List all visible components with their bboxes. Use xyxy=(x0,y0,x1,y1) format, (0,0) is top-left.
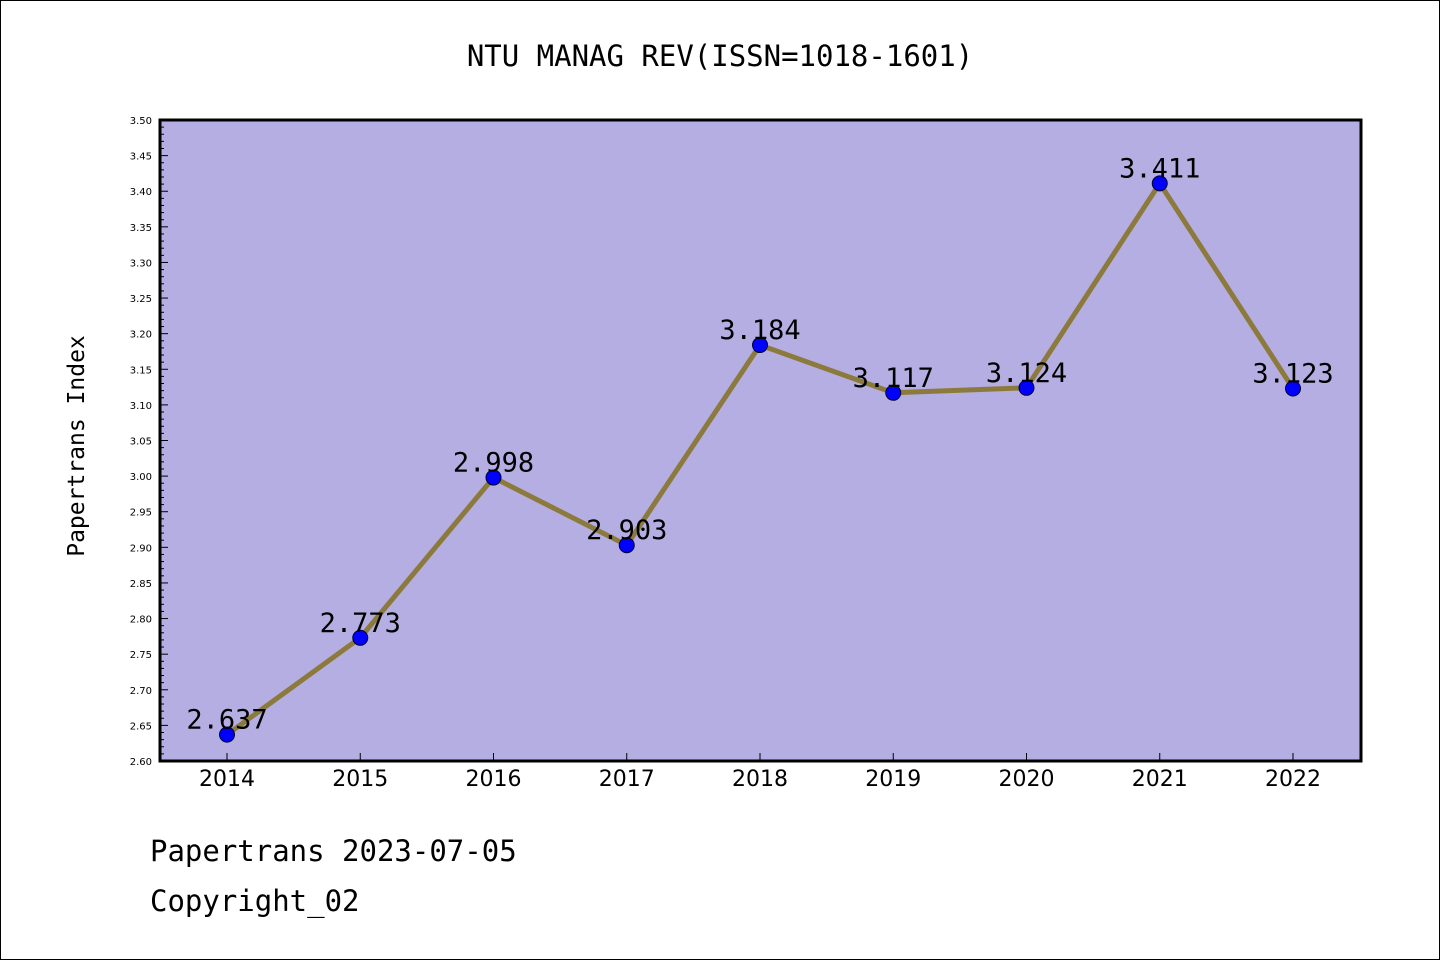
x-tick-label: 2017 xyxy=(599,767,655,792)
y-axis-ticks: 2.60 2.65 2.70 2.75 2.80 2.85 2.90 2.95 3.00 3.05… xyxy=(130,116,168,768)
y-tick-label: 3.50 xyxy=(130,116,152,127)
y-tick-label: 3.15 xyxy=(130,365,152,376)
y-tick-label: 3.00 xyxy=(130,472,152,483)
x-tick-label: 2015 xyxy=(332,767,388,792)
data-label: 3.124 xyxy=(986,358,1067,389)
data-point xyxy=(1285,380,1301,397)
x-tick-label: 2020 xyxy=(999,767,1055,792)
y-tick-label: 2.80 xyxy=(130,615,152,626)
x-tick-label: 2016 xyxy=(466,767,522,792)
data-label: 3.184 xyxy=(719,315,800,346)
y-tick-label: 2.70 xyxy=(130,686,152,697)
footer-date: Papertrans 2023-07-05 xyxy=(150,834,517,868)
data-labels: 2.637 2.773 2.998 2.903 3.184 3.117 3.124 3.411… xyxy=(186,153,1333,735)
data-markers xyxy=(219,175,1301,743)
y-tick-label: 3.25 xyxy=(130,294,152,305)
y-tick-label: 2.60 xyxy=(130,757,152,768)
x-tick-label: 2019 xyxy=(865,767,921,792)
chart-title: NTU MANAG REV(ISSN=1018-1601) xyxy=(467,39,973,73)
data-point xyxy=(752,337,768,354)
data-label: 3.117 xyxy=(853,363,934,394)
y-tick-label: 2.65 xyxy=(130,721,152,732)
y-tick-label: 3.35 xyxy=(130,223,152,234)
x-tick-label: 2018 xyxy=(732,767,788,792)
y-tick-label: 3.30 xyxy=(130,258,152,269)
y-tick-label: 2.75 xyxy=(130,650,152,661)
data-label: 3.123 xyxy=(1252,359,1333,390)
data-point xyxy=(219,726,235,743)
data-point xyxy=(1151,175,1168,192)
y-tick-label: 2.95 xyxy=(130,508,152,519)
plot-area xyxy=(158,118,1363,763)
data-point xyxy=(485,469,502,486)
x-tick-label: 2021 xyxy=(1132,767,1188,792)
data-label: 2.773 xyxy=(320,608,401,639)
x-tick-label: 2014 xyxy=(199,767,255,792)
y-tick-label: 2.85 xyxy=(130,579,152,590)
footer-copyright: Copyright_02 xyxy=(150,884,360,918)
y-tick-label: 3.20 xyxy=(130,330,152,341)
data-point xyxy=(618,537,635,554)
y-tick-label: 3.40 xyxy=(130,187,152,198)
data-point xyxy=(1018,379,1035,396)
x-axis-ticks: 2014 2015 2016 2017 2018 2019 2020 2021 2022 xyxy=(199,753,1321,792)
data-label: 2.637 xyxy=(186,705,267,736)
data-point xyxy=(352,629,369,646)
data-point xyxy=(885,384,902,401)
data-label: 3.411 xyxy=(1119,153,1200,184)
y-tick-label: 3.45 xyxy=(130,152,152,163)
data-label: 2.998 xyxy=(453,448,534,479)
y-tick-label: 3.10 xyxy=(130,401,152,412)
y-tick-label: 3.05 xyxy=(130,437,152,448)
data-label: 2.903 xyxy=(586,515,667,546)
x-tick-label: 2022 xyxy=(1265,767,1321,792)
y-axis-label: Papertrans Index xyxy=(64,335,90,557)
y-tick-label: 2.90 xyxy=(130,543,152,554)
